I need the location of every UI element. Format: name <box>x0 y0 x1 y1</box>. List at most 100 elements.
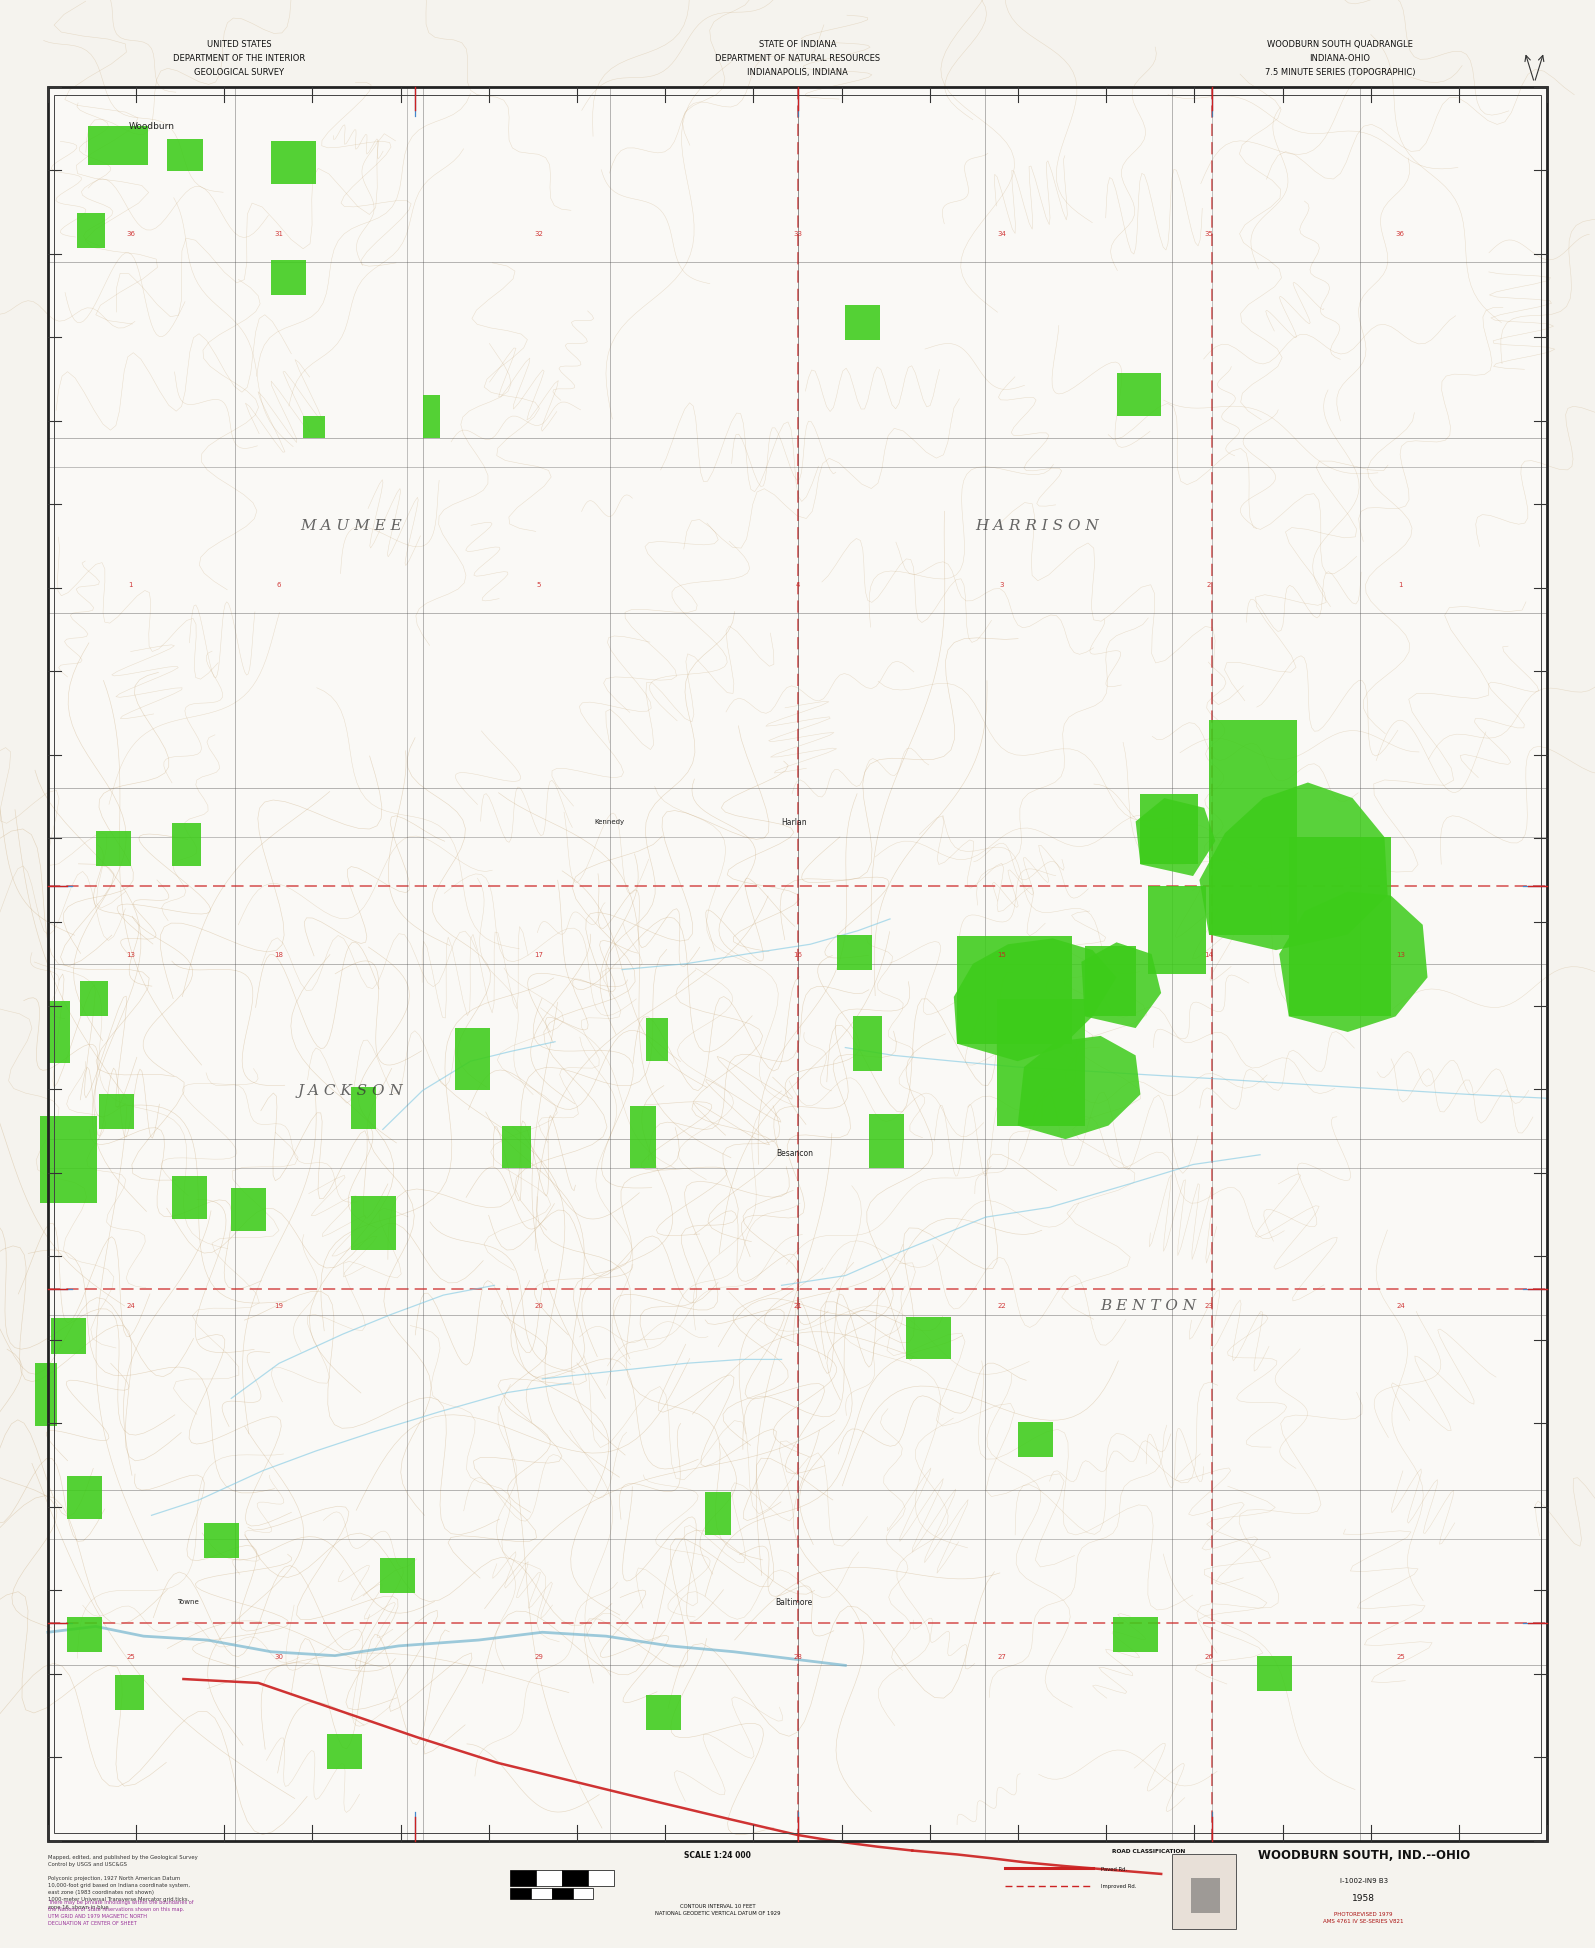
Text: PHOTOREVISED 1979
AMS 4761 IV SE-SERIES V821: PHOTOREVISED 1979 AMS 4761 IV SE-SERIES … <box>1324 1911 1404 1923</box>
Text: I-1002-IN9 B3: I-1002-IN9 B3 <box>1340 1876 1388 1884</box>
Text: WOODBURN SOUTH QUADRANGLE
INDIANA-OHIO
7.5 MINUTE SERIES (TOPOGRAPHIC): WOODBURN SOUTH QUADRANGLE INDIANA-OHIO 7… <box>1265 41 1415 76</box>
Bar <box>1289 838 1391 1017</box>
Text: 22: 22 <box>997 1301 1006 1309</box>
Text: WOODBURN SOUTH, IND.--OHIO: WOODBURN SOUTH, IND.--OHIO <box>1257 1849 1471 1860</box>
Text: B E N T O N: B E N T O N <box>1101 1297 1196 1313</box>
Text: 25: 25 <box>126 1652 136 1660</box>
Bar <box>1172 1854 1236 1929</box>
Text: 34: 34 <box>997 230 1006 238</box>
Text: 5: 5 <box>538 581 541 588</box>
Text: Harlan: Harlan <box>782 818 807 826</box>
Bar <box>48 1001 70 1064</box>
Bar <box>35 1364 57 1426</box>
Text: J A C K S O N: J A C K S O N <box>298 1083 404 1099</box>
Bar <box>88 127 148 166</box>
Bar <box>563 1870 589 1886</box>
Text: 15: 15 <box>997 951 1006 958</box>
Bar <box>1018 1422 1053 1457</box>
Text: SCALE 1:24 000: SCALE 1:24 000 <box>684 1851 751 1858</box>
Text: Besancon: Besancon <box>775 1149 813 1157</box>
Text: Improved Rd.: Improved Rd. <box>1101 1884 1136 1888</box>
Bar <box>853 1017 882 1071</box>
Bar <box>646 1019 668 1062</box>
Bar <box>172 824 201 867</box>
Text: 18: 18 <box>274 951 284 958</box>
Text: 4: 4 <box>796 581 799 588</box>
Text: 19: 19 <box>274 1301 284 1309</box>
Text: 1: 1 <box>1399 581 1402 588</box>
Text: STATE OF INDIANA
DEPARTMENT OF NATURAL RESOURCES
INDIANAPOLIS, INDIANA: STATE OF INDIANA DEPARTMENT OF NATURAL R… <box>715 41 880 76</box>
Polygon shape <box>1136 799 1215 877</box>
Text: 3: 3 <box>1000 581 1003 588</box>
Bar <box>423 395 440 438</box>
Bar <box>705 1492 731 1535</box>
Bar <box>204 1523 239 1558</box>
Bar <box>957 937 1072 1044</box>
Text: 27: 27 <box>997 1652 1006 1660</box>
Text: State Rte.: State Rte. <box>1199 1884 1227 1888</box>
Bar <box>231 1188 266 1231</box>
Polygon shape <box>1018 1036 1140 1140</box>
Bar <box>1140 795 1198 865</box>
Bar <box>40 1116 97 1204</box>
Text: 28: 28 <box>793 1652 802 1660</box>
Text: 23: 23 <box>1204 1301 1214 1309</box>
Text: Baltimore: Baltimore <box>775 1597 813 1605</box>
Bar <box>1191 1878 1220 1913</box>
Text: ROAD CLASSIFICATION: ROAD CLASSIFICATION <box>1112 1849 1185 1853</box>
Text: 29: 29 <box>534 1652 544 1660</box>
Text: 1958: 1958 <box>1353 1893 1375 1901</box>
Text: 24: 24 <box>1396 1301 1405 1309</box>
Text: 1: 1 <box>129 581 132 588</box>
Text: 35: 35 <box>1204 230 1214 238</box>
Text: U.S. Rte.: U.S. Rte. <box>1199 1866 1222 1870</box>
Bar <box>510 1888 531 1899</box>
Text: 31: 31 <box>274 230 284 238</box>
Bar <box>502 1126 531 1169</box>
Bar <box>271 261 306 296</box>
Text: 36: 36 <box>1396 230 1405 238</box>
Bar <box>869 1114 904 1169</box>
Bar <box>531 1888 552 1899</box>
Bar <box>167 140 203 171</box>
Bar <box>837 935 872 970</box>
Bar <box>54 95 1541 1833</box>
Bar <box>455 1029 490 1091</box>
Text: M A U M E E: M A U M E E <box>300 518 402 534</box>
Bar <box>589 1870 614 1886</box>
Text: Mapped, edited, and published by the Geological Survey
Control by USGS and USC&G: Mapped, edited, and published by the Geo… <box>48 1854 198 1909</box>
Bar <box>351 1087 376 1130</box>
Bar <box>172 1177 207 1219</box>
Bar <box>77 214 105 249</box>
Text: 16: 16 <box>793 951 802 958</box>
Text: UNITED STATES
DEPARTMENT OF THE INTERIOR
GEOLOGICAL SURVEY: UNITED STATES DEPARTMENT OF THE INTERIOR… <box>174 41 305 76</box>
Polygon shape <box>1199 783 1388 951</box>
Bar <box>1148 886 1206 974</box>
Text: 13: 13 <box>1396 951 1405 958</box>
Bar <box>997 999 1085 1126</box>
Bar <box>845 306 880 341</box>
Text: 13: 13 <box>126 951 136 958</box>
Text: 26: 26 <box>1204 1652 1214 1660</box>
Bar <box>1113 1617 1158 1652</box>
Text: 30: 30 <box>274 1652 284 1660</box>
Text: 21: 21 <box>793 1301 802 1309</box>
Text: 33: 33 <box>793 230 802 238</box>
Bar <box>1085 947 1136 1017</box>
Bar <box>99 1095 134 1130</box>
Text: 24: 24 <box>126 1301 136 1309</box>
Text: 32: 32 <box>534 230 544 238</box>
Bar <box>327 1734 362 1769</box>
Text: 17: 17 <box>534 951 544 958</box>
Bar <box>67 1477 102 1519</box>
Bar <box>67 1617 102 1652</box>
Text: Towne: Towne <box>177 1597 199 1605</box>
Text: Kennedy: Kennedy <box>595 818 624 826</box>
Text: 20: 20 <box>534 1301 544 1309</box>
Bar <box>510 1870 536 1886</box>
Bar <box>573 1888 593 1899</box>
Text: 2: 2 <box>1207 581 1211 588</box>
Bar <box>380 1558 415 1593</box>
Bar <box>630 1106 656 1169</box>
Text: 14: 14 <box>1204 951 1214 958</box>
